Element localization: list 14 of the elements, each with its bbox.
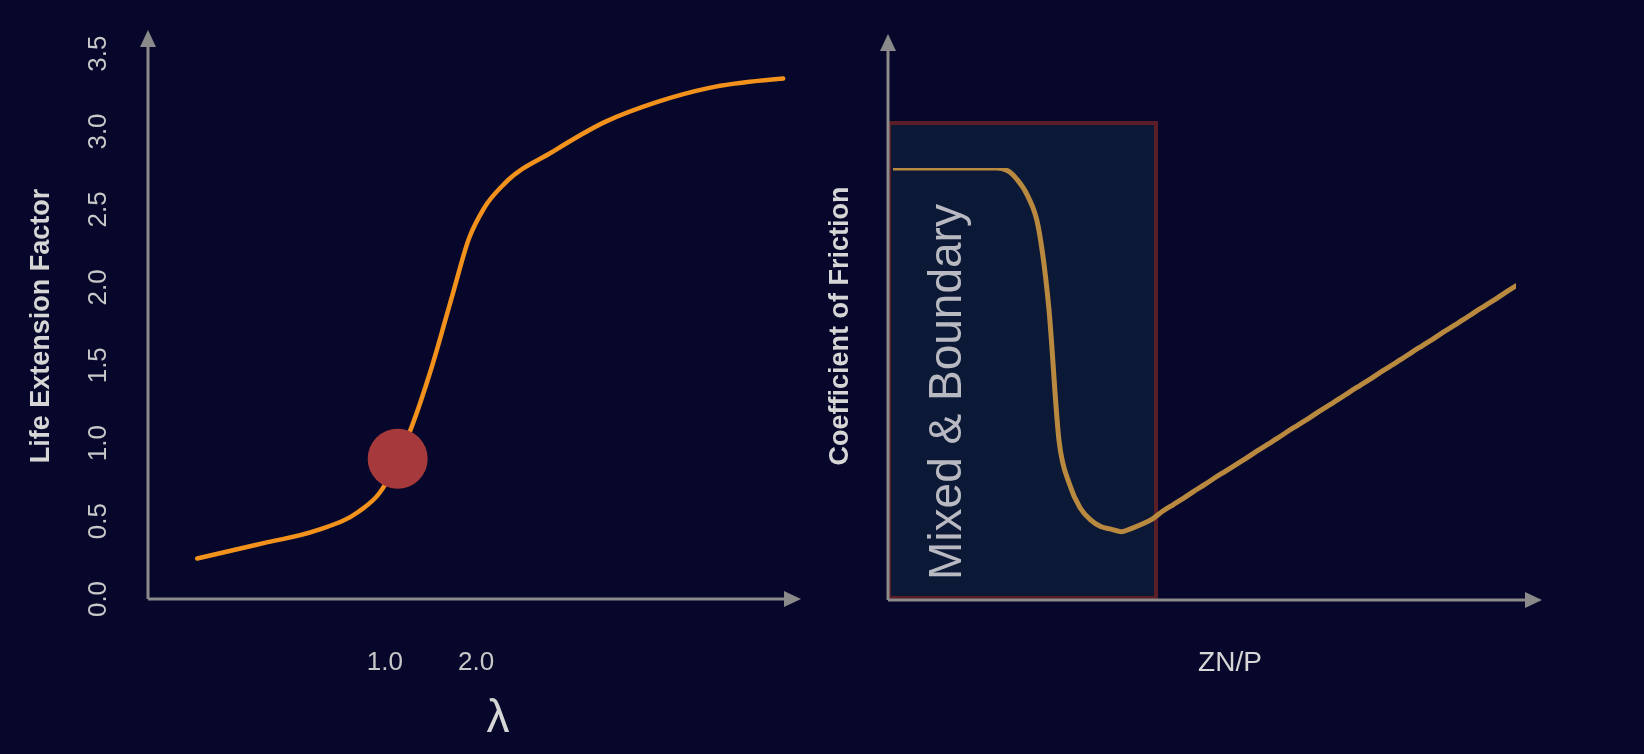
y-axis-title: Coefficient of Friction <box>824 186 854 466</box>
y-tick-label: 2.0 <box>82 269 112 306</box>
x-axis-title: λ <box>486 690 510 742</box>
line-series <box>194 76 786 561</box>
y-tick-label: 3.5 <box>82 35 112 72</box>
y-tick-label: 1.5 <box>82 347 112 384</box>
y-tick-label: 1.0 <box>82 425 112 462</box>
y-tick-label: 0.0 <box>82 580 112 618</box>
y-tick-label: 2.5 <box>82 191 112 228</box>
y-tick-label: 0.5 <box>82 503 112 540</box>
annotation: Mixed & Boundary <box>919 204 971 580</box>
x-axis-title: ZN/P <box>1198 645 1262 677</box>
y-axis-title: Life Extension Factor <box>25 188 55 464</box>
y-tick-label: 3.0 <box>82 113 112 150</box>
